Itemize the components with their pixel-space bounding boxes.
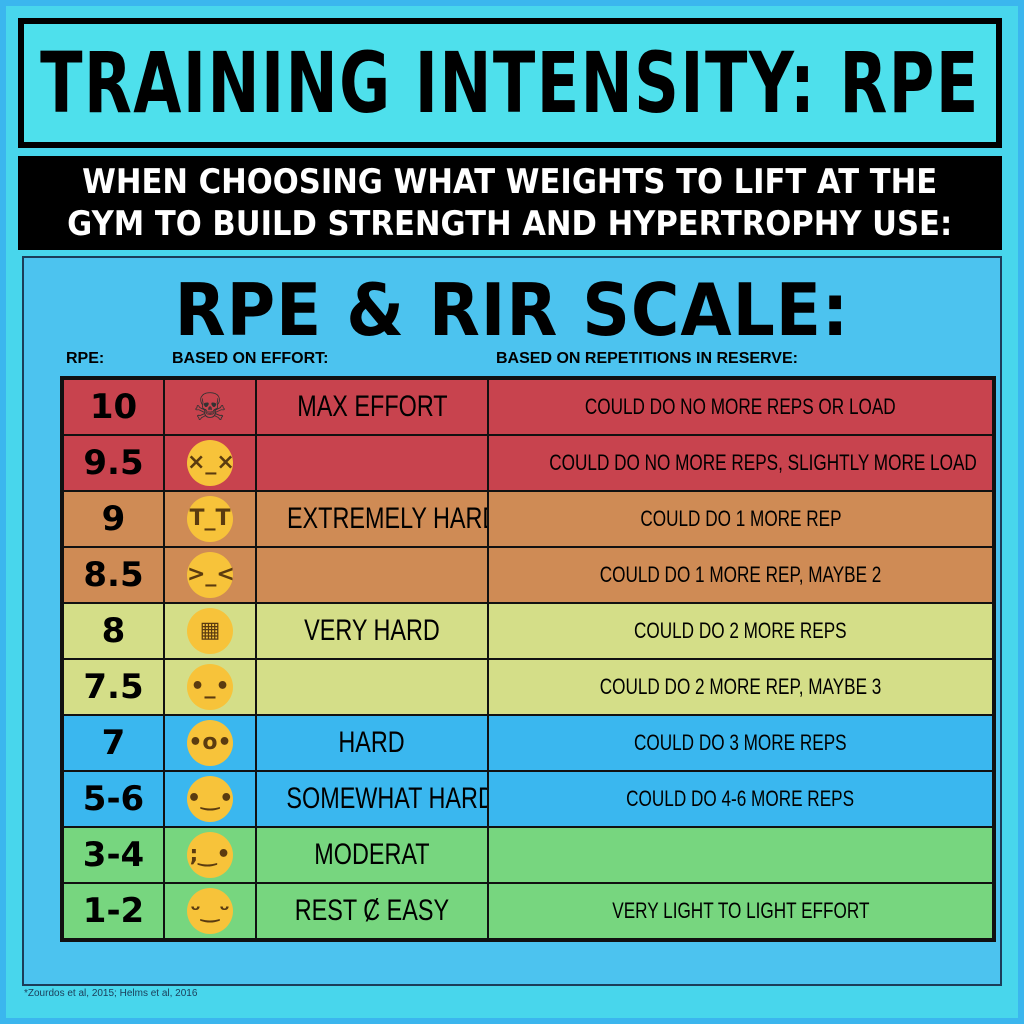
effort-label [255,434,489,492]
table-row: 9.5 ×_× COULD DO NO MORE REPS, SLIGHTLY MO… [61,434,995,492]
effort-text: VERY HARD [304,614,440,647]
skull-crossbones-icon: ☠ [192,385,228,429]
rpe-value: 9.5 [61,434,165,492]
rir-text: COULD DO 3 MORE REPS [634,730,847,755]
neutral-face-icon: •_• [187,664,233,710]
rir-text: COULD DO 1 MORE REP [639,506,842,531]
table-row: 1-2 ᵕ‿ᵕ REST Ȼ EASY VERY LIGHT TO LIGHT EFF… [61,882,995,941]
hushed-face-icon: •o• [187,720,233,766]
rpe-value: 7.5 [61,658,165,716]
effort-text: SOMEWHAT HARD [286,782,488,815]
table-row: 8.5 >_< COULD DO 1 MORE REP, MAYBE 2 [61,546,995,604]
rir-description [487,826,995,884]
emoji-cell: ×_× [163,434,257,492]
rpe-rir-table: 10 ☠ MAX EFFORT COULD DO NO MORE REPS OR LO… [60,376,996,942]
rir-description: COULD DO 3 MORE REPS [487,714,995,772]
rir-text: COULD DO 4-6 MORE REPS [626,786,855,811]
table-row: 7.5 •_• COULD DO 2 MORE REP, MAYBE 3 [61,658,995,716]
effort-column-header: BASED ON EFFORT: [172,350,329,367]
rpe-value: 8.5 [61,546,165,604]
weary-face-icon: >_< [187,552,235,598]
rir-text: COULD DO NO MORE REPS OR LOAD [585,394,896,419]
rpe-value: 1-2 [61,882,165,941]
effort-label: HARD [255,714,489,772]
rir-text: VERY LIGHT TO LIGHT EFFORT [611,898,870,923]
slightly-smiling-face-icon: •‿• [187,776,233,822]
subtitle-banner: WHEN CHOOSING WHAT WEIGHTS TO LIFT AT TH… [18,156,1002,250]
effort-text: HARD [338,726,406,759]
effort-label: MAX EFFORT [255,377,489,436]
emoji-cell: ☠ [163,377,257,436]
rir-column-header: BASED ON REPETITIONS IN RESERVE: [496,350,798,367]
rir-description: COULD DO 1 MORE REP [487,490,995,548]
effort-label [255,546,489,604]
rir-description: VERY LIGHT TO LIGHT EFFORT [487,882,995,941]
emoji-cell: •o• [163,714,257,772]
table-row: 5-6 •‿• SOMEWHAT HARD COULD DO 4-6 MORE REP… [61,770,995,828]
table-row: 9 T_T EXTREMELY HARD COULD DO 1 MORE REP [61,490,995,548]
rir-description: COULD DO 4-6 MORE REPS [487,770,995,828]
table-row: 8 ▦ VERY HARD COULD DO 2 MORE REPS [61,602,995,660]
effort-text: REST Ȼ EASY [294,894,450,927]
rir-text: COULD DO NO MORE REPS, SLIGHTLY MORE LOA… [549,450,977,475]
rpe-value: 5-6 [61,770,165,828]
footnote: *Zourdos et al, 2015; Helms et al, 2016 [24,988,198,999]
table-row: 3-4 ;‿• MODERAT [61,826,995,884]
title-banner: TRAINING INTENSITY: RPE [18,18,1002,148]
effort-label: EXTREMELY HARD [255,490,489,548]
emoji-cell: ▦ [163,602,257,660]
scale-title: RPE & RIR SCALE: [174,268,850,352]
rpe-value: 7 [61,714,165,772]
emoji-cell: T_T [163,490,257,548]
grimacing-face-icon: ▦ [187,608,233,654]
emoji-cell: ;‿• [163,826,257,884]
rir-text: COULD DO 2 MORE REP, MAYBE 3 [599,674,882,699]
emoji-cell: >_< [163,546,257,604]
effort-text: MODERAT [314,838,430,871]
rir-description: COULD DO 1 MORE REP, MAYBE 2 [487,546,995,604]
rir-description: COULD DO NO MORE REPS, SLIGHTLY MORE LOA… [487,434,995,492]
rpe-value: 3-4 [61,826,165,884]
crying-face-icon: T_T [187,496,233,542]
effort-label: VERY HARD [255,602,489,660]
relieved-face-icon: ᵕ‿ᵕ [187,888,233,934]
effort-text: EXTREMELY HARD [286,502,488,535]
rir-text: COULD DO 2 MORE REPS [634,618,847,643]
rpe-value: 9 [61,490,165,548]
rir-description: COULD DO NO MORE REPS OR LOAD [487,377,995,436]
emoji-cell: ᵕ‿ᵕ [163,882,257,941]
dizzy-face-icon: ×_× [187,440,235,486]
table-row: 7 •o• HARD COULD DO 3 MORE REPS [61,714,995,772]
rpe-value: 8 [61,602,165,660]
page-subtitle: WHEN CHOOSING WHAT WEIGHTS TO LIFT AT TH… [67,162,953,244]
table-row: 10 ☠ MAX EFFORT COULD DO NO MORE REPS OR LO… [61,377,995,436]
rir-description: COULD DO 2 MORE REPS [487,602,995,660]
effort-label: SOMEWHAT HARD [255,770,489,828]
emoji-cell: •_• [163,658,257,716]
rpe-value: 10 [61,377,165,436]
winking-face-icon: ;‿• [187,832,233,878]
effort-label: MODERAT [255,826,489,884]
effort-label: REST Ȼ EASY [255,882,489,941]
rir-text: COULD DO 1 MORE REP, MAYBE 2 [599,562,882,587]
effort-label [255,658,489,716]
emoji-cell: •‿• [163,770,257,828]
effort-text: MAX EFFORT [296,390,448,423]
scale-panel: RPE & RIR SCALE: RPE: BASED ON EFFORT: B… [22,256,1002,986]
rir-description: COULD DO 2 MORE REP, MAYBE 3 [487,658,995,716]
page-title: TRAINING INTENSITY: RPE [40,34,980,132]
rpe-column-header: RPE: [66,350,105,367]
